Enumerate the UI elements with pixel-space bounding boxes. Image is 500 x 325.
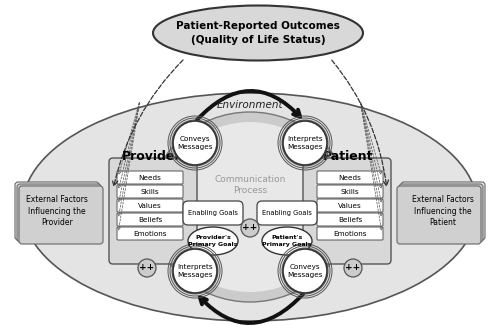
FancyBboxPatch shape — [399, 184, 483, 242]
Text: Emotions: Emotions — [333, 230, 367, 237]
Circle shape — [173, 249, 217, 293]
Circle shape — [283, 121, 327, 165]
FancyBboxPatch shape — [317, 185, 383, 198]
FancyBboxPatch shape — [117, 227, 183, 240]
Circle shape — [173, 121, 217, 165]
Text: Values: Values — [138, 202, 162, 209]
Text: Emotions: Emotions — [133, 230, 167, 237]
Ellipse shape — [160, 122, 340, 292]
Text: Enabling Goals: Enabling Goals — [262, 210, 312, 216]
Circle shape — [138, 259, 156, 277]
FancyBboxPatch shape — [117, 213, 183, 226]
FancyBboxPatch shape — [15, 182, 99, 240]
Text: Beliefs: Beliefs — [338, 216, 362, 223]
Circle shape — [344, 259, 362, 277]
Text: Skills: Skills — [340, 188, 359, 194]
Ellipse shape — [153, 6, 363, 60]
Ellipse shape — [22, 93, 477, 321]
Text: External Factors
Influencing the
Provider: External Factors Influencing the Provide… — [26, 195, 88, 227]
FancyBboxPatch shape — [317, 227, 383, 240]
Text: ++: ++ — [346, 264, 360, 272]
Text: Conveys
Messages: Conveys Messages — [177, 136, 213, 150]
FancyBboxPatch shape — [109, 158, 197, 264]
FancyBboxPatch shape — [19, 186, 103, 244]
FancyBboxPatch shape — [183, 201, 243, 225]
Text: Patient: Patient — [323, 150, 373, 163]
Text: Patient-Reported Outcomes
(Quality of Life Status): Patient-Reported Outcomes (Quality of Li… — [176, 21, 340, 45]
Ellipse shape — [188, 227, 238, 255]
Circle shape — [241, 219, 259, 237]
Text: Interprets
Messages: Interprets Messages — [287, 136, 323, 150]
Text: Provider: Provider — [122, 150, 182, 163]
FancyBboxPatch shape — [17, 184, 101, 242]
Text: Enabling Goals: Enabling Goals — [188, 210, 238, 216]
Text: Environment: Environment — [216, 100, 284, 110]
Text: Provider's
Primary Goals: Provider's Primary Goals — [188, 235, 238, 247]
Ellipse shape — [150, 112, 350, 302]
FancyBboxPatch shape — [303, 158, 391, 264]
Text: Patient's
Primary Goals: Patient's Primary Goals — [262, 235, 312, 247]
Text: ++: ++ — [242, 224, 258, 232]
FancyBboxPatch shape — [257, 201, 317, 225]
Text: Communication
Process: Communication Process — [214, 175, 286, 195]
Text: Interprets
Messages: Interprets Messages — [177, 264, 213, 278]
Text: Needs: Needs — [138, 175, 162, 180]
FancyBboxPatch shape — [401, 182, 485, 240]
FancyBboxPatch shape — [117, 171, 183, 184]
Text: ++: ++ — [140, 264, 154, 272]
FancyBboxPatch shape — [317, 213, 383, 226]
Text: Needs: Needs — [338, 175, 361, 180]
FancyBboxPatch shape — [317, 199, 383, 212]
Text: Conveys
Messages: Conveys Messages — [287, 264, 323, 278]
FancyBboxPatch shape — [397, 186, 481, 244]
Text: Skills: Skills — [140, 188, 160, 194]
FancyBboxPatch shape — [117, 199, 183, 212]
FancyBboxPatch shape — [317, 171, 383, 184]
FancyBboxPatch shape — [117, 185, 183, 198]
Text: Values: Values — [338, 202, 362, 209]
Ellipse shape — [262, 227, 312, 255]
Text: External Factors
Influencing the
Patient: External Factors Influencing the Patient — [412, 195, 474, 227]
Circle shape — [283, 249, 327, 293]
Text: Beliefs: Beliefs — [138, 216, 162, 223]
